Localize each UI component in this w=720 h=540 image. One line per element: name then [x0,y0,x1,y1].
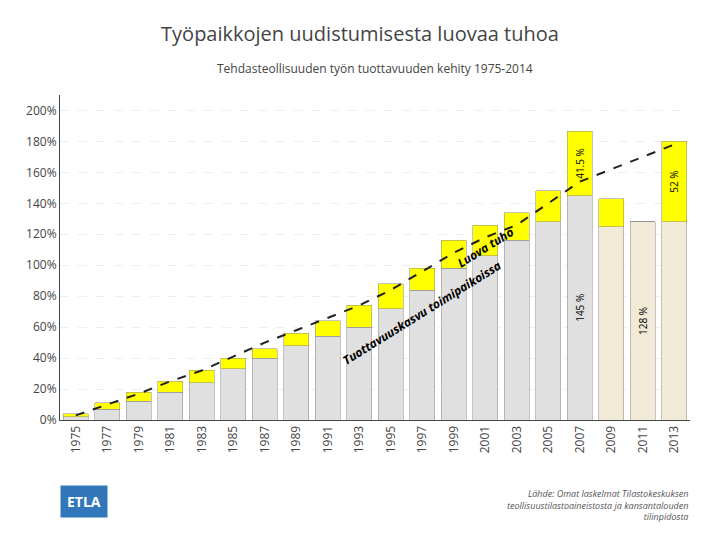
svg-text:2011: 2011 [634,426,651,453]
svg-text:52 %: 52 % [667,171,681,193]
svg-text:1995: 1995 [382,426,399,454]
svg-text:ETLA: ETLA [67,492,101,511]
svg-text:Luova tuho: Luova tuho [454,223,517,271]
svg-text:1975: 1975 [67,426,84,454]
svg-text:128 %: 128 % [636,307,650,335]
svg-text:Tuottavuuskasvu toimipaikoissa: Tuottavuuskasvu toimipaikoissa [339,257,504,369]
svg-text:2007: 2007 [571,426,588,454]
svg-text:80%: 80% [33,287,57,304]
svg-text:1985: 1985 [224,426,241,454]
svg-text:140%: 140% [26,195,57,212]
svg-text:1981: 1981 [161,426,178,453]
svg-text:2003: 2003 [508,426,525,454]
svg-text:1977: 1977 [98,426,115,454]
svg-text:2001: 2001 [476,426,493,453]
svg-text:200%: 200% [26,102,57,119]
svg-text:100%: 100% [26,256,57,273]
svg-text:Lähde: Omat laskelmat Tilastok: Lähde: Omat laskelmat Tilastokeskuksente… [507,487,688,523]
svg-text:1991: 1991 [319,426,336,453]
svg-text:60%: 60% [33,318,57,335]
svg-text:1997: 1997 [413,426,430,454]
svg-text:Työpaikkojen uudistumisesta lu: Työpaikkojen uudistumisesta luovaa tuhoa [161,20,559,47]
svg-text:145 %: 145 % [573,294,587,322]
svg-text:1979: 1979 [130,426,147,454]
svg-text:Tehdasteollisuuden työn tuotta: Tehdasteollisuuden työn tuottavuuden keh… [217,60,533,77]
svg-text:160%: 160% [26,164,57,181]
svg-text:120%: 120% [26,225,57,242]
svg-text:1989: 1989 [287,426,304,454]
svg-text:180%: 180% [26,133,57,150]
svg-text:2005: 2005 [539,426,556,454]
svg-text:1987: 1987 [256,426,273,454]
svg-text:1999: 1999 [445,426,462,454]
svg-text:1983: 1983 [193,426,210,454]
svg-text:2013: 2013 [665,426,682,454]
svg-text:20%: 20% [33,380,57,397]
svg-text:1993: 1993 [350,426,367,454]
svg-text:2009: 2009 [602,426,619,454]
svg-text:41.5 %: 41.5 % [573,148,587,179]
svg-text:0%: 0% [40,411,57,428]
svg-text:40%: 40% [33,349,57,366]
